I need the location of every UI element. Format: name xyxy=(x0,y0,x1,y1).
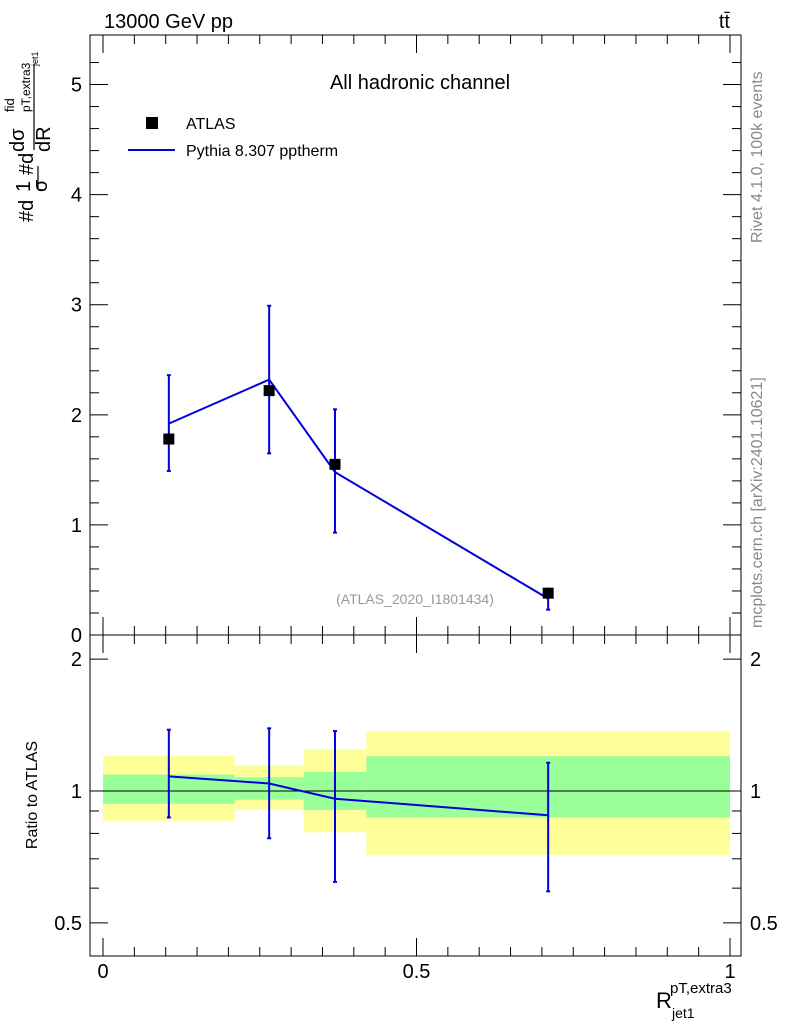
atlas-data-point xyxy=(329,458,341,470)
ylabel-d2: #d xyxy=(16,153,38,175)
ratio-bands xyxy=(103,731,730,855)
xlabel-subscript: jet1 xyxy=(671,1005,695,1021)
ylabel-dsigma: dσ xyxy=(7,128,29,152)
analysis-watermark: (ATLAS_2020_I1801434) xyxy=(336,591,494,607)
ylabel-jet1: jet1 xyxy=(30,51,40,67)
ratio-frame xyxy=(89,634,742,957)
ratio-y-tick-label-right: 0.5 xyxy=(750,913,778,935)
legend-atlas-label: ATLAS xyxy=(186,116,236,133)
ratio-y-tick-label: 2 xyxy=(71,649,82,671)
xlabel-superscript: pT,extra3 xyxy=(670,980,732,997)
legend-pythia-label: Pythia 8.307 pptherm xyxy=(186,143,338,160)
atlas-data-point xyxy=(542,587,554,599)
legend-atlas-marker xyxy=(146,117,158,129)
ratio-panel: 0.5 0.5 1 1 2 2 0 0.5 1 Ratio to ATLAS R pT,extr… xyxy=(24,634,778,1021)
main-y-axis-label: #d 1 σ #d dσ fid pT,extra3 dR jet1 xyxy=(2,51,55,222)
ratio-y-tick-label: 1 xyxy=(71,781,82,803)
ratio-marks xyxy=(166,727,551,893)
ylabel-num: 1 xyxy=(13,181,35,192)
legend: ATLAS Pythia 8.307 pptherm xyxy=(128,116,338,160)
main-marks xyxy=(163,304,554,611)
energy-label: 13000 GeV pp xyxy=(104,11,233,33)
ratio-ticks: 0.5 0.5 1 1 2 2 0 0.5 1 xyxy=(54,635,778,983)
main-ticks: 0 1 2 3 4 5 xyxy=(71,35,741,647)
atlas-data-point xyxy=(163,433,175,445)
main-y-tick-label: 4 xyxy=(71,185,82,207)
x-axis-label: R pT,extra3 jet1 xyxy=(656,980,732,1021)
ylabel-sigma: σ xyxy=(30,179,52,192)
ylabel-pt-extra3: pT,extra3 xyxy=(19,62,33,112)
ratio-y-tick-label: 0.5 xyxy=(54,913,82,935)
ylabel-d1: #d xyxy=(16,200,38,222)
pythia-line xyxy=(168,378,549,600)
main-y-tick-label: 5 xyxy=(71,75,82,97)
ylabel-dr: dR xyxy=(33,126,55,152)
atlas-data-point xyxy=(263,385,275,397)
x-tick-label: 0 xyxy=(97,961,108,983)
ratio-y-tick-label-right: 2 xyxy=(750,649,761,671)
ratio-pythia-line xyxy=(168,775,549,817)
xlabel-main: R xyxy=(656,988,672,1013)
main-panel: 0 1 2 3 4 5 All hadronic channel (ATLAS_2020_… xyxy=(2,34,742,647)
process-label: tt̄ xyxy=(719,11,731,33)
ylabel-fid: fid xyxy=(2,98,17,112)
ratio-y-tick-label-right: 1 xyxy=(750,781,761,803)
ratio-y-axis-label: Ratio to ATLAS xyxy=(24,741,41,849)
main-y-tick-label: 2 xyxy=(71,405,82,427)
x-tick-label: 1 xyxy=(724,961,735,983)
chart-title: All hadronic channel xyxy=(330,72,510,94)
main-y-tick-label: 3 xyxy=(71,295,82,317)
x-tick-label: 0.5 xyxy=(403,961,431,983)
mcplots-label: mcplots.cern.ch [arXiv:2401.10621] xyxy=(749,377,766,628)
main-y-tick-label: 0 xyxy=(71,625,82,647)
rivet-version-label: Rivet 4.1.0, 100k events xyxy=(749,71,766,243)
main-y-tick-label: 1 xyxy=(71,515,82,537)
